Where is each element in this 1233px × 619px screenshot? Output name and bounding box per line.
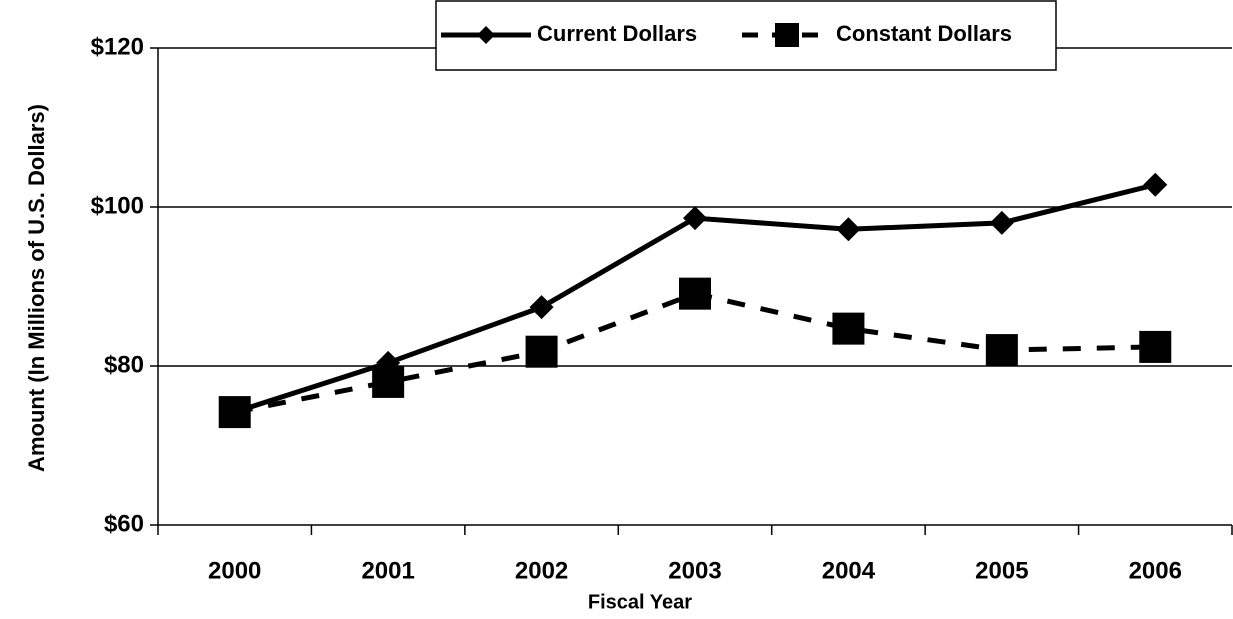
legend-marker (477, 26, 495, 44)
x-tick-label: 2006 (1129, 557, 1182, 584)
point (989, 210, 1014, 235)
legend-label: Current Dollars (537, 21, 697, 46)
point (683, 206, 707, 231)
point (679, 277, 711, 310)
x-tick-label: 2003 (668, 557, 721, 584)
point (529, 295, 554, 320)
point (985, 334, 1018, 367)
point (222, 400, 247, 425)
point (525, 335, 558, 368)
x-tick-label: 2002 (515, 557, 568, 584)
y-tick-label: $60 (104, 510, 144, 537)
point (832, 312, 865, 345)
point (836, 217, 861, 242)
legend-label: Constant Dollars (836, 21, 1012, 46)
legend-marker (775, 23, 799, 47)
x-tick-label: 2000 (208, 557, 261, 584)
point (376, 350, 401, 375)
y-axis-label: Amount (In Millions of U.S. Dollars) (24, 104, 49, 472)
point (1139, 330, 1172, 363)
x-tick-label: 2001 (361, 557, 414, 584)
x-tick-label: 2004 (822, 557, 876, 584)
y-tick-label: $80 (104, 351, 144, 378)
x-tick-label: 2005 (975, 557, 1028, 584)
point (1143, 172, 1168, 197)
y-tick-label: $120 (91, 33, 144, 60)
x-axis-label: Fiscal Year (588, 591, 692, 613)
y-tick-label: $100 (91, 192, 144, 219)
